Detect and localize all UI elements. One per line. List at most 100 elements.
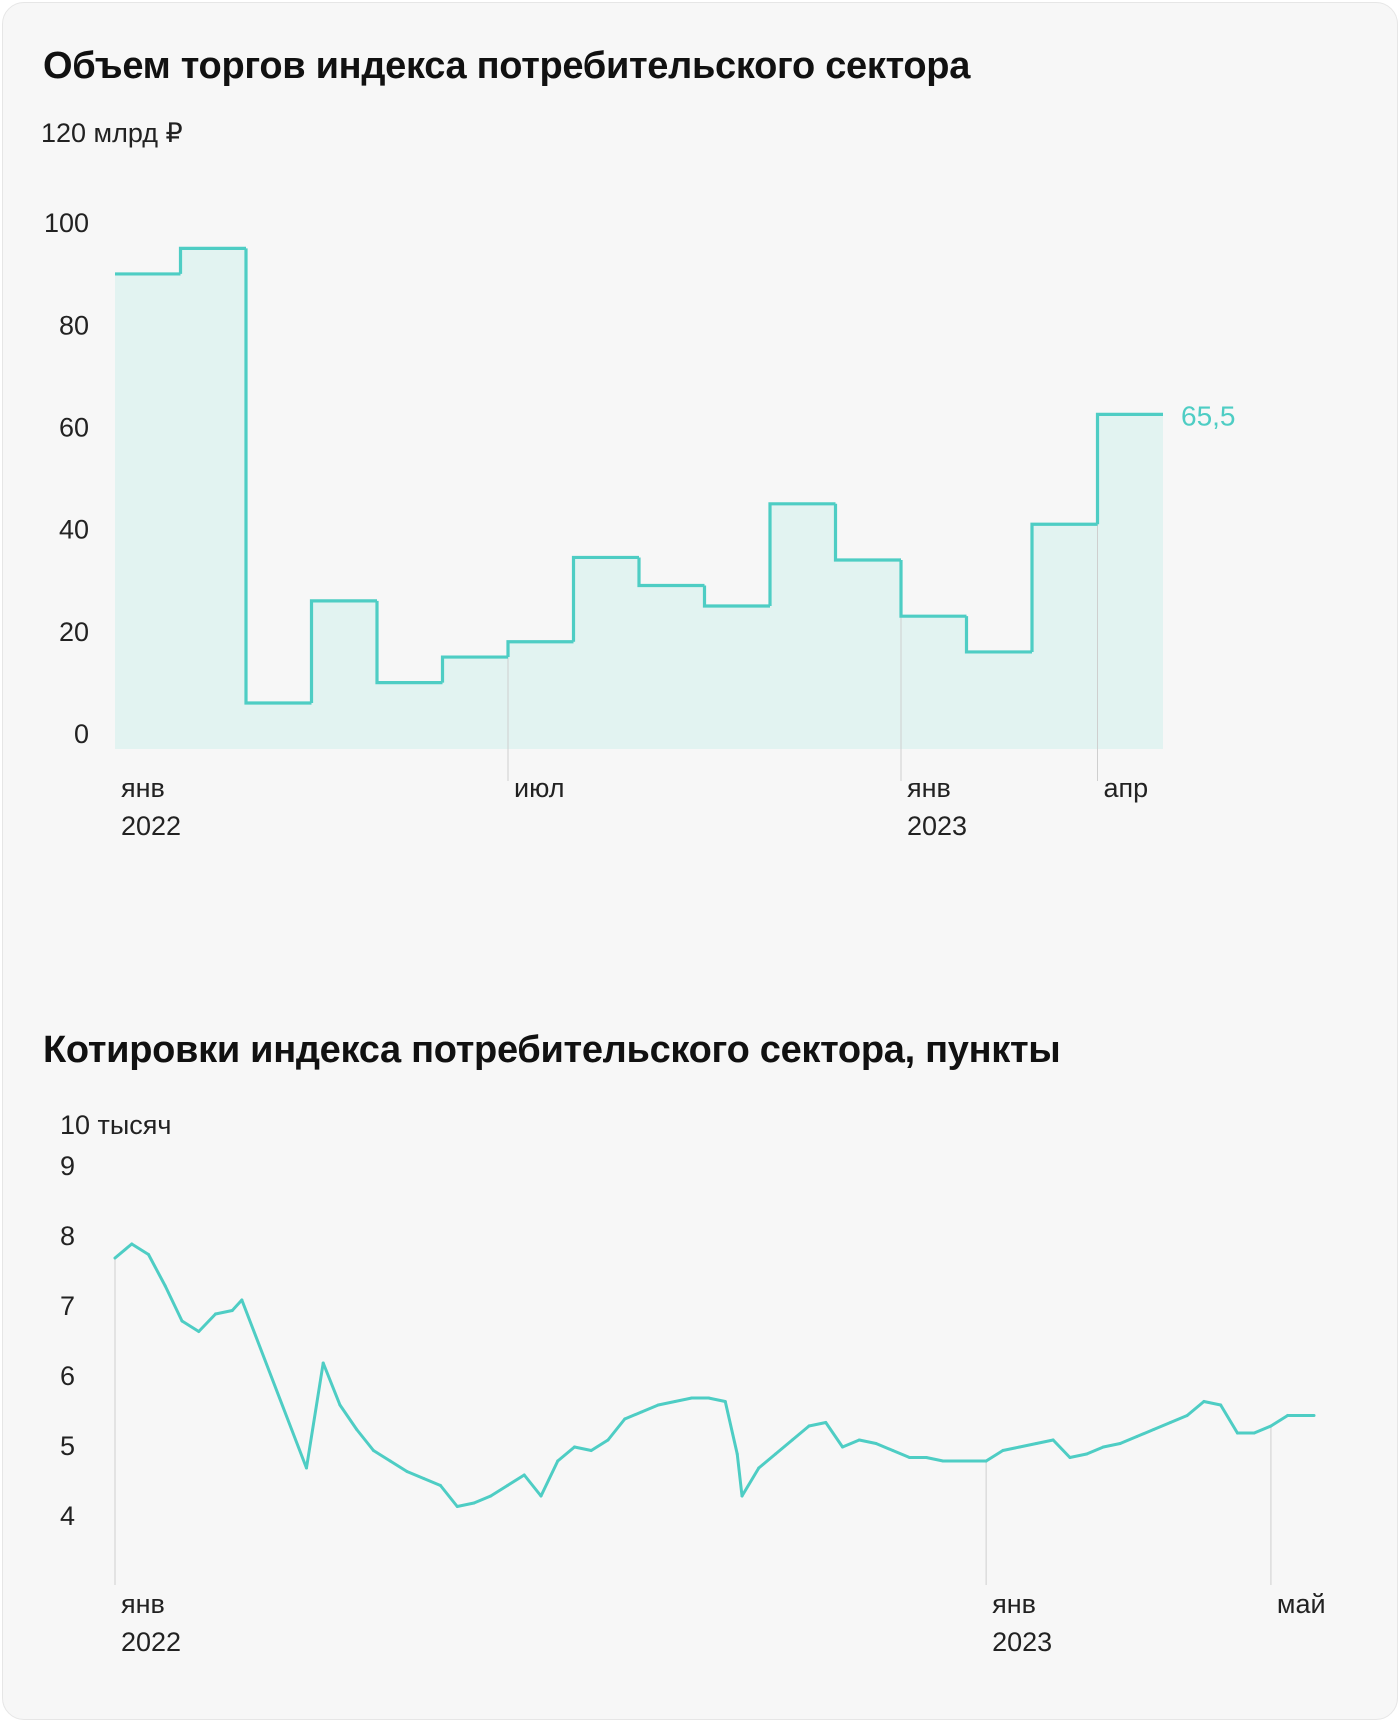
- quote-segment-2022-09-20: [723, 1400, 739, 1456]
- quote-segment-2022-06-23: [505, 1473, 526, 1487]
- y-tick-label: 40: [59, 515, 89, 545]
- volume-chart: 120 млрд ₽ 0 20 40 60 80 100 65,5 янв 2022 июл янв 2…: [41, 118, 1236, 841]
- quote-segment-2022-05-12: [405, 1470, 426, 1480]
- volume-step-2023-03: [1030, 522, 1098, 652]
- x-tick-month: янв: [907, 773, 951, 803]
- quote-segment-2022-06-30: [522, 1473, 543, 1498]
- x-tick-month: июл: [514, 773, 565, 803]
- quote-segment-2022-10-20: [790, 1424, 811, 1442]
- y-tick-label: 6: [60, 1361, 75, 1391]
- quote-segment-2022-01-10: [113, 1242, 134, 1260]
- quote-segment-2022-02-07: [180, 1319, 201, 1333]
- volume-step-2022-12: [833, 503, 901, 562]
- x-tick-month: апр: [1104, 773, 1149, 803]
- quote-segment-2022-06-09: [472, 1494, 493, 1505]
- volume-step-2022-05: [375, 600, 443, 685]
- quote-segment-2022-08-11: [623, 1410, 644, 1421]
- quote-segment-2022-05-19: [422, 1477, 442, 1487]
- y-tick-label: 7: [60, 1291, 75, 1321]
- quote-segment-2023-04-10: [1202, 1400, 1223, 1407]
- quote-segment-2022-04-21: [355, 1428, 375, 1452]
- volume-step-2022-07: [506, 640, 574, 658]
- chart-title-volume: Объем торгов индекса потребительского се…: [43, 45, 971, 87]
- quote-segment-2022-08-25: [656, 1400, 677, 1407]
- quote-segment-2023-02-13: [1068, 1452, 1089, 1459]
- quote-segment-2023-01-09: [984, 1449, 1005, 1463]
- quote-segment-2022-01-31: [163, 1284, 184, 1323]
- quotes-chart: 10 тысяч 4 5 6 7 8 9 янв 2022 янв 2023 май: [60, 1110, 1326, 1657]
- quote-segment-2023-03-13: [1135, 1428, 1156, 1438]
- quote-segment-2022-07-28: [589, 1438, 610, 1452]
- quote-segment-2022-11-03: [824, 1421, 845, 1449]
- volume-step-2022-08: [571, 555, 639, 642]
- quote-segment-2023-01-30: [1034, 1438, 1055, 1445]
- y-tick-label: 20: [59, 617, 89, 647]
- volume-step-2023-02: [964, 616, 1032, 654]
- quote-segment-2022-03-31: [304, 1361, 325, 1470]
- quote-segment-2023-05-01: [1252, 1424, 1273, 1435]
- y-tick-label: 100: [44, 208, 89, 238]
- quote-segment-2022-01-17: [130, 1242, 151, 1256]
- y-tick-label: 8: [60, 1221, 75, 1251]
- y-tick-label: 9: [60, 1151, 75, 1181]
- quote-segment-2022-10-27: [807, 1421, 828, 1428]
- volume-step-2022-11: [768, 502, 836, 606]
- volume-step-2022-09: [637, 557, 705, 588]
- quote-segment-2022-10-06: [757, 1452, 778, 1470]
- x-tick-year: 2022: [121, 1627, 181, 1657]
- y-tick-label: 60: [59, 413, 89, 443]
- quote-segment-2022-11-17: [857, 1438, 878, 1445]
- quote-segment-2023-04-03: [1185, 1400, 1206, 1417]
- quote-segment-2022-11-10: [841, 1438, 861, 1449]
- quote-segment-2022-01-24: [147, 1253, 167, 1288]
- volume-step-2023-04: [1095, 412, 1163, 525]
- quote-segment-2022-10-13: [774, 1438, 794, 1456]
- quote-segment-2022-02-25: [230, 1298, 244, 1312]
- x-tick-month: май: [1277, 1589, 1326, 1619]
- quote-segment-2022-06-16: [489, 1484, 509, 1498]
- quote-segment-2023-01-16: [1001, 1445, 1022, 1452]
- quote-segment-2023-03-20: [1152, 1421, 1172, 1431]
- y-tick-label: 5: [60, 1431, 75, 1461]
- x-tick-year: 2022: [121, 811, 181, 841]
- quote-segment-2022-08-18: [640, 1403, 660, 1414]
- quote-segment-2022-04-07: [321, 1361, 342, 1407]
- quote-segment-2022-11-24: [874, 1442, 895, 1452]
- volume-step-2022-02: [178, 246, 246, 274]
- quote-segment-2022-04-14: [338, 1403, 359, 1431]
- quote-segment-2023-02-20: [1085, 1445, 1105, 1456]
- x-tick-month: янв: [121, 1589, 165, 1619]
- volume-step-2022-03: [244, 248, 312, 705]
- quote-segment-2022-02-21: [214, 1309, 234, 1316]
- volume-step-2022-06: [440, 655, 508, 683]
- quote-segment-2023-01-23: [1018, 1442, 1038, 1449]
- quote-segment-2022-12-15: [924, 1456, 945, 1463]
- quote-segment-2023-02-06: [1051, 1438, 1072, 1459]
- y-tick-label: 0: [74, 719, 89, 749]
- x-tick-year: 2023: [992, 1627, 1052, 1657]
- y-unit-label: 10 тысяч: [60, 1110, 172, 1140]
- quote-segment-2022-06-02: [455, 1501, 476, 1508]
- quote-segment-2022-09-22: [735, 1452, 744, 1498]
- quote-segment-2022-07-14: [556, 1445, 576, 1463]
- y-unit-label: 120 млрд ₽: [41, 118, 183, 148]
- x-tick-month: янв: [121, 773, 165, 803]
- x-tick-month: янв: [992, 1589, 1036, 1619]
- quote-segment-2022-09-01: [673, 1396, 694, 1403]
- quote-segment-2022-05-05: [388, 1459, 409, 1473]
- quote-segment-2022-09-29: [740, 1466, 761, 1498]
- quote-segment-2022-02-14: [197, 1312, 218, 1333]
- volume-step-2022-04: [309, 599, 377, 704]
- quote-segment-2023-03-06: [1118, 1435, 1139, 1445]
- quote-segment-2022-04-28: [371, 1449, 392, 1463]
- quote-segment-2023-05-08: [1269, 1414, 1290, 1428]
- quote-segment-2022-08-04: [606, 1417, 627, 1442]
- quote-segment-2022-03-24: [240, 1298, 308, 1470]
- quote-segment-2022-12-01: [891, 1449, 912, 1459]
- quote-segment-2022-07-07: [539, 1459, 560, 1498]
- y-tick-label: 80: [59, 310, 89, 340]
- chart-title-quotes: Котировки индекса потребительского секто…: [43, 1029, 1061, 1071]
- y-tick-label: 4: [60, 1501, 75, 1531]
- quote-segment-2023-04-17: [1219, 1403, 1239, 1435]
